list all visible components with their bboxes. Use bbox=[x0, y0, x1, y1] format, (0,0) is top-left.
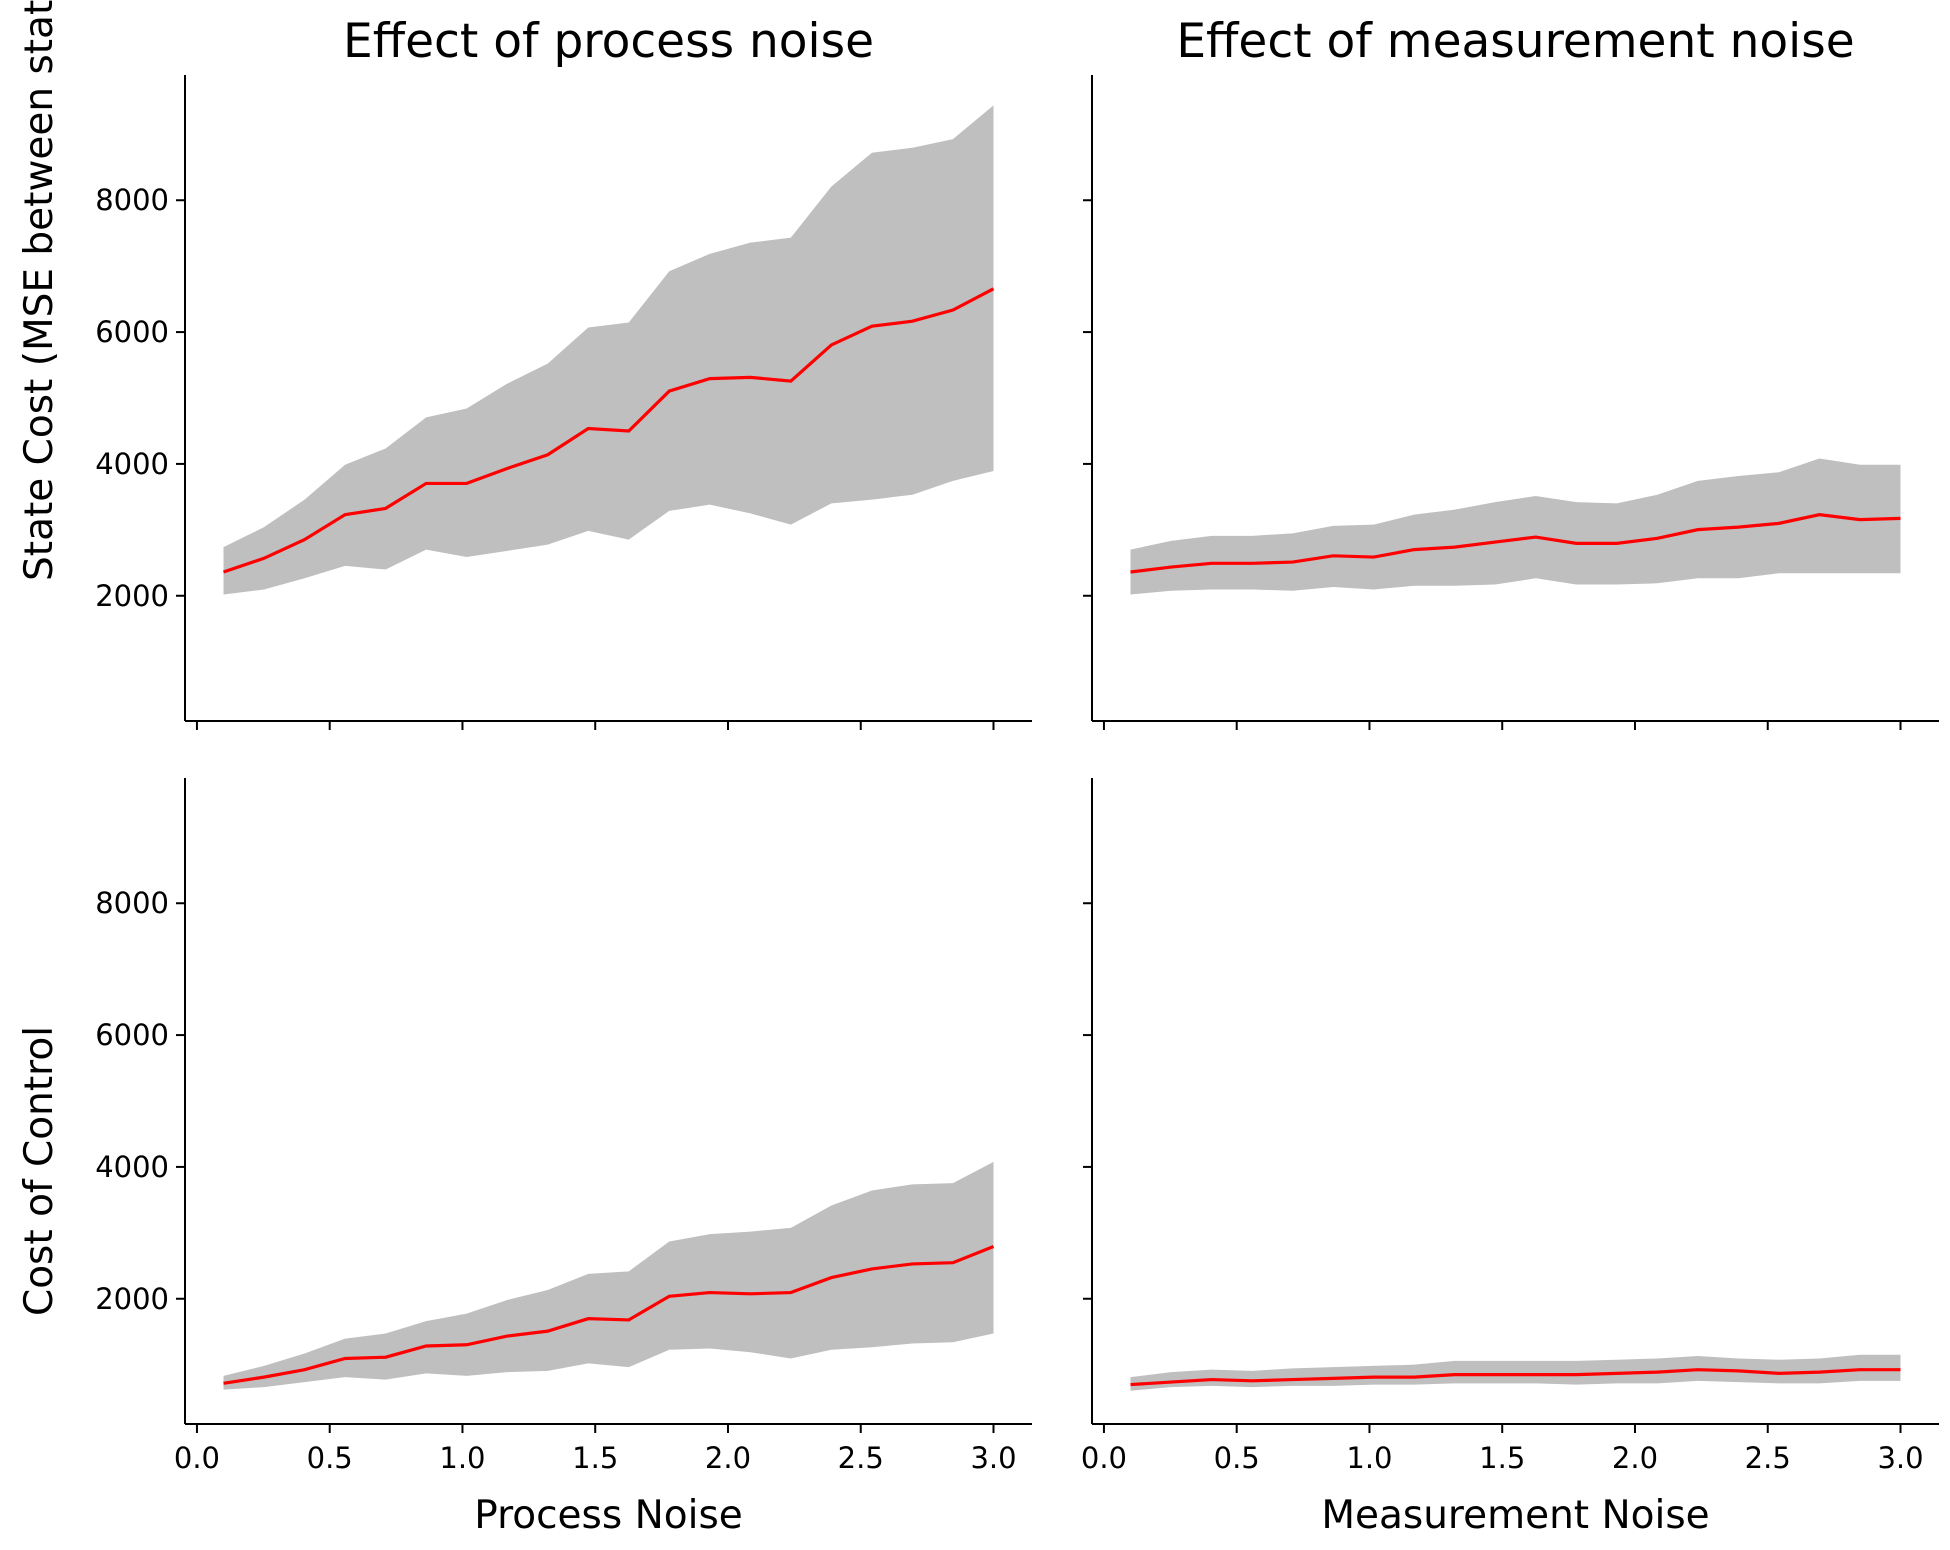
x-tick-label: 1.0 bbox=[439, 1441, 485, 1475]
x-tick-label: 0.0 bbox=[1081, 1441, 1127, 1475]
x-tick-label: 2.5 bbox=[838, 1441, 884, 1475]
y-axis-label: State Cost (MSE between state and goal) bbox=[17, 0, 62, 581]
subplot-title: Effect of measurement noise bbox=[1176, 14, 1854, 69]
y-tick-label: 4000 bbox=[95, 1150, 169, 1184]
x-tick-label: 0.0 bbox=[174, 1441, 220, 1475]
x-tick-label: 1.5 bbox=[1479, 1441, 1525, 1475]
y-tick-label: 8000 bbox=[95, 183, 169, 217]
x-tick-label: 1.5 bbox=[572, 1441, 618, 1475]
subplot-title: Effect of process noise bbox=[343, 14, 874, 69]
x-tick-label: 1.0 bbox=[1346, 1441, 1392, 1475]
x-axis-label: Measurement Noise bbox=[1321, 1493, 1709, 1538]
x-tick-label: 3.0 bbox=[1877, 1441, 1923, 1475]
x-tick-label: 0.5 bbox=[1214, 1441, 1260, 1475]
x-axis-label: Process Noise bbox=[474, 1493, 743, 1538]
band bbox=[223, 105, 994, 595]
y-tick-label: 2000 bbox=[95, 1282, 169, 1316]
mean-line bbox=[223, 1244, 995, 1385]
band bbox=[1130, 458, 1901, 595]
mean-line bbox=[1130, 513, 1901, 574]
y-tick-label: 2000 bbox=[95, 579, 169, 613]
band bbox=[223, 1161, 994, 1390]
x-tick-label: 2.0 bbox=[705, 1441, 751, 1475]
x-tick-label: 0.5 bbox=[307, 1441, 353, 1475]
mean-line bbox=[1130, 1368, 1901, 1387]
band bbox=[1130, 1354, 1901, 1391]
x-tick-label: 3.0 bbox=[970, 1441, 1016, 1475]
mean-line bbox=[222, 287, 995, 574]
y-tick-label: 6000 bbox=[95, 315, 169, 349]
x-tick-label: 2.5 bbox=[1745, 1441, 1791, 1475]
y-axis-label: Cost of Control bbox=[17, 1026, 62, 1316]
y-tick-label: 4000 bbox=[95, 447, 169, 481]
y-tick-label: 8000 bbox=[95, 886, 169, 920]
x-tick-label: 2.0 bbox=[1612, 1441, 1658, 1475]
y-tick-label: 6000 bbox=[95, 1018, 169, 1052]
